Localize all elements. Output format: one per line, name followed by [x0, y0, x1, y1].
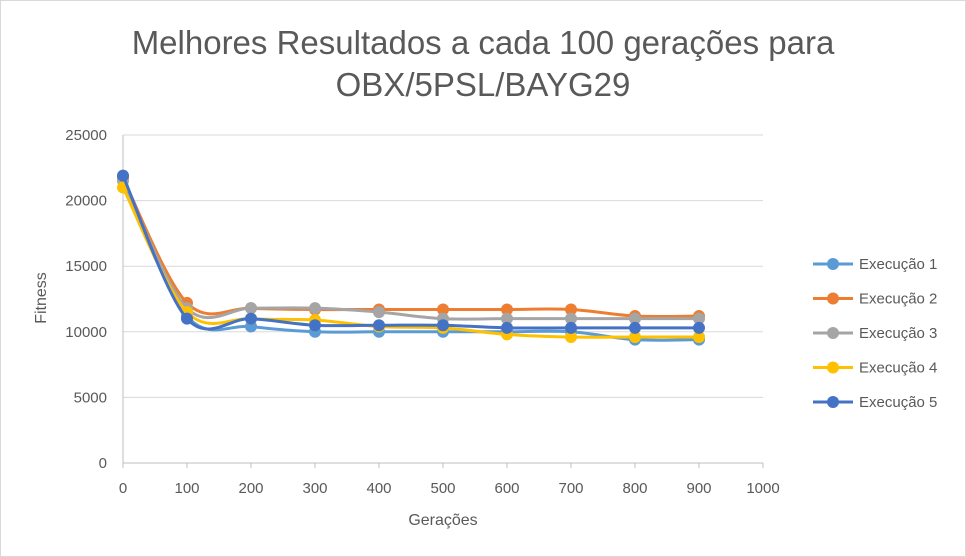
legend-label-1: Execução 1 — [859, 256, 937, 273]
series-4-line — [121, 185, 701, 339]
series-3-point-2 — [245, 302, 257, 315]
legend-item-3: Execução 3 — [813, 325, 937, 342]
series-3-point-9 — [693, 312, 705, 325]
axes — [122, 135, 764, 468]
legend-marker-1 — [827, 258, 839, 270]
series-4-point-7 — [565, 331, 577, 344]
series-3-point-6 — [501, 312, 513, 325]
series-5-point-5 — [437, 319, 449, 332]
legend-item-4: Execução 4 — [813, 360, 937, 377]
y-axis-title: Fitness — [33, 272, 50, 324]
chart-title-line-1: Melhores Resultados a cada 100 gerações … — [131, 24, 835, 61]
y-tick-label-2: 10000 — [65, 324, 107, 341]
x-tick-label-2: 200 — [238, 480, 263, 497]
series-3 — [117, 174, 705, 325]
series-2-line — [121, 176, 701, 319]
x-tick-label-4: 400 — [366, 480, 391, 497]
x-tick-label-0: 0 — [119, 480, 127, 497]
legend: Execução 1 Execução 2 Execução 3 Execução 4… — [813, 256, 937, 411]
x-tick-label-8: 800 — [622, 480, 647, 497]
series-2-point-7 — [565, 303, 577, 316]
y-tick-labels: 0 5000 10000 15000 20000 25000 — [65, 127, 107, 472]
x-tick-label-6: 600 — [494, 480, 519, 497]
series-2 — [117, 172, 705, 323]
chart-title: Melhores Resultados a cada 100 gerações … — [0, 22, 966, 106]
y-tick-label-3: 15000 — [65, 258, 107, 275]
legend-label-3: Execução 3 — [859, 325, 937, 342]
series-5-line — [121, 174, 701, 331]
series-3-point-7 — [565, 312, 577, 325]
series-group — [117, 169, 705, 346]
series-5-point-9 — [693, 321, 705, 334]
series-5-point-6 — [501, 321, 513, 334]
y-tick-label-0: 0 — [99, 455, 107, 472]
x-tick-label-7: 700 — [558, 480, 583, 497]
series-5-point-7 — [565, 321, 577, 334]
series-3-line — [121, 179, 701, 321]
x-tick-labels: 0 100 200 300 400 500 600 700 800 900 1000 — [119, 480, 780, 497]
y-tick-label-5: 25000 — [65, 127, 107, 144]
series-3-point-3 — [309, 302, 321, 315]
gridlines — [123, 134, 763, 398]
legend-marker-4 — [827, 361, 839, 374]
series-5-point-4 — [373, 319, 385, 332]
x-tick-label-5: 500 — [430, 480, 455, 497]
series-4-point-8 — [629, 331, 641, 344]
series-2-point-5 — [437, 303, 449, 316]
series-5-point-0 — [117, 169, 129, 182]
x-tick-label-10: 1000 — [746, 480, 779, 497]
legend-marker-2 — [827, 292, 839, 305]
x-tick-label-1: 100 — [174, 480, 199, 497]
series-5-point-3 — [309, 319, 321, 332]
series-3-point-4 — [373, 306, 385, 319]
legend-item-5: Execução 5 — [813, 394, 937, 411]
chart-title-line-2: OBX/5PSL/BAYG29 — [335, 66, 631, 103]
series-3-point-8 — [629, 312, 641, 325]
series-5-point-2 — [245, 312, 257, 325]
series-5-point-1 — [181, 312, 193, 325]
legend-item-1: Execução 1 — [813, 256, 937, 273]
series-4-point-9 — [693, 331, 705, 344]
x-tick-label-9: 900 — [686, 480, 711, 497]
legend-marker-3 — [827, 327, 839, 339]
x-tick-label-3: 300 — [302, 480, 327, 497]
legend-label-4: Execução 4 — [859, 360, 937, 377]
y-tick-label-1: 5000 — [74, 389, 107, 406]
series-2-point-6 — [501, 303, 513, 316]
series-5-point-8 — [629, 321, 641, 334]
legend-label-5: Execução 5 — [859, 394, 937, 411]
legend-marker-5 — [827, 396, 839, 408]
x-axis-title: Gerações — [408, 512, 477, 529]
y-tick-label-4: 20000 — [65, 193, 107, 210]
legend-item-2: Execução 2 — [813, 291, 937, 308]
legend-label-2: Execução 2 — [859, 291, 937, 308]
series-5 — [117, 169, 705, 334]
series-1-line — [121, 175, 701, 342]
